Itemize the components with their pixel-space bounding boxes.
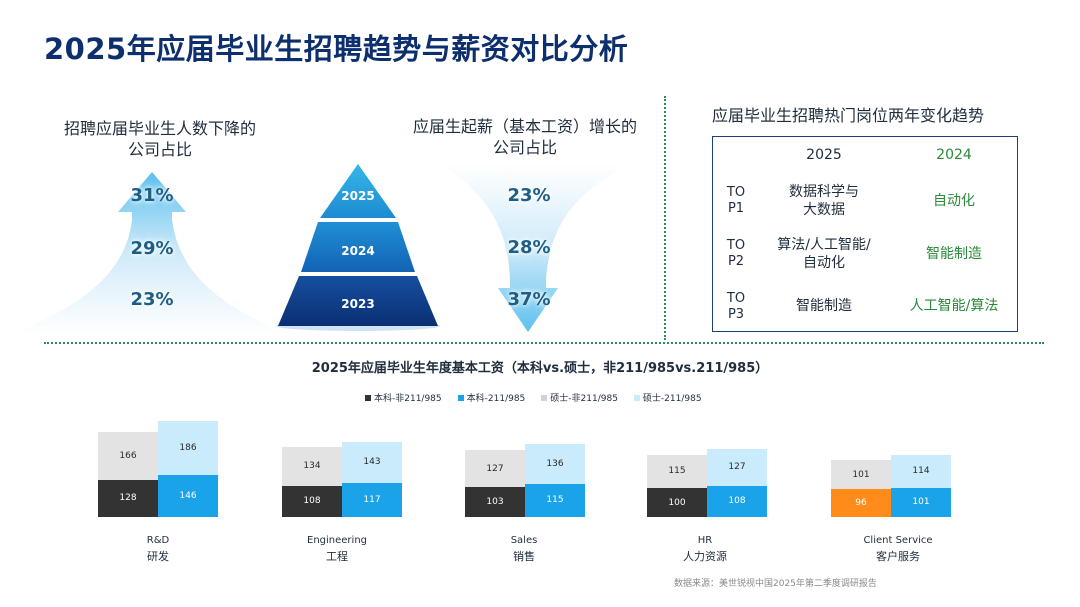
right-caption-line1: 应届生起薪（基本工资）增长的: [412, 117, 637, 136]
hot-jobs-table: [712, 136, 1018, 332]
bar-hr-1: 108: [707, 485, 767, 517]
table-cell-2025-row1: 数据科学与 大数据: [758, 183, 890, 219]
legend-label-0: 本科-非211/985: [374, 394, 442, 404]
right-value-1: 23%: [507, 185, 551, 206]
category-label-2: Sales 销售: [454, 533, 594, 565]
category-label-1: Engineering 工程: [267, 533, 407, 565]
category-label-cn-4: 客户服务: [876, 550, 920, 563]
down-arrow-shape: [440, 164, 630, 332]
table-header-2024: 2024: [936, 147, 972, 163]
category-label-4: Client Service 客户服务: [828, 533, 968, 565]
bar-r-d-0: 128: [98, 479, 158, 517]
bar-r-d-3: 186: [158, 420, 218, 475]
row2-label-a: TO: [726, 238, 746, 253]
category-label-3: HR 人力资源: [635, 533, 775, 565]
right-caption: 应届生起薪（基本工资）增长的 公司占比: [380, 116, 670, 158]
year-pyramid: [276, 164, 440, 331]
falling-arrow-graphic: [440, 164, 630, 332]
left-value-3: 23%: [130, 289, 174, 310]
chart-legend: 本科-非211/985 本科-211/985 硕士-非211/985 硕士-211/9…: [365, 391, 718, 404]
pyramid-year-2023: 2023: [341, 297, 375, 311]
row1-label-a: TO: [726, 185, 746, 200]
category-label-en-3: HR: [697, 535, 713, 546]
legend-label-2: 硕士-非211/985: [550, 394, 618, 404]
row3-label-a: TO: [726, 291, 746, 306]
left-caption-line2: 公司占比: [127, 140, 192, 159]
category-label-en-4: Client Service: [863, 535, 933, 546]
category-label-en-0: R&D: [146, 535, 170, 546]
bar-hr-2: 115: [647, 454, 707, 488]
bar-sales-0: 103: [465, 487, 525, 517]
bar-engineering-3: 143: [342, 441, 402, 484]
rising-arrow-graphic: [10, 172, 290, 335]
left-caption-line1: 招聘应届毕业生人数下降的: [63, 119, 256, 138]
category-label-cn-0: 研发: [147, 550, 169, 563]
left-caption: 招聘应届毕业生人数下降的 公司占比: [40, 118, 280, 160]
legend-item-1: 本科-211/985: [457, 391, 526, 404]
row2-2025-line1: 算法/人工智能/: [777, 237, 871, 253]
bar-engineering-0: 108: [282, 485, 342, 517]
bar-sales-3: 136: [525, 444, 585, 484]
source-note: 数据来源：美世锐视中国2025年第二季度调研报告: [674, 579, 877, 589]
bar-client-service-1: 101: [891, 487, 951, 517]
bar-hr-0: 100: [647, 488, 707, 517]
bar-engineering-2: 134: [282, 446, 342, 486]
table-cell-2025-row2: 算法/人工智能/ 自动化: [758, 236, 890, 272]
row1-2025-line2: 大数据: [803, 202, 845, 218]
right-caption-line2: 公司占比: [492, 138, 557, 157]
table-header-2025: 2025: [806, 147, 842, 163]
pyramid-tier-top: [320, 164, 396, 218]
left-value-2: 29%: [130, 238, 174, 259]
legend-item-3: 硕士-211/985: [633, 391, 702, 404]
bar-hr-3: 127: [707, 448, 767, 486]
table-row-label-3: TO P3: [722, 291, 750, 323]
table-cell-2024-row3: 人工智能/算法: [909, 298, 999, 314]
legend-swatch-0: [365, 394, 371, 401]
row1-label-b: P1: [727, 201, 745, 216]
bar-engineering-1: 117: [342, 483, 402, 517]
pyramid-year-2024: 2024: [341, 244, 375, 258]
pyramid-tier-bottom: [278, 276, 438, 326]
row2-label-b: P2: [727, 254, 745, 269]
legend-swatch-1: [457, 394, 464, 401]
table-title: 应届毕业生招聘热门岗位两年变化趋势: [712, 106, 985, 125]
page-title: 2025年应届毕业生招聘趋势与薪资对比分析: [44, 32, 629, 66]
pyramid-year-2025: 2025: [341, 189, 375, 203]
legend-label-1: 本科-211/985: [466, 394, 526, 404]
legend-item-0: 本科-非211/985: [365, 391, 442, 404]
table-row-label-1: TO P1: [722, 185, 750, 217]
pyramid-tier-middle: [301, 222, 415, 272]
category-label-en-2: Sales: [510, 535, 538, 546]
legend-label-3: 硕士-211/985: [642, 394, 702, 404]
table-row-label-2: TO P2: [722, 238, 750, 270]
right-value-2: 28%: [507, 237, 551, 258]
category-label-cn-2: 销售: [513, 550, 535, 563]
bar-client-service-2: 101: [831, 459, 891, 490]
right-value-3: 37%: [507, 289, 551, 310]
left-value-1: 31%: [130, 185, 174, 206]
table-cell-2024-row2: 智能制造: [926, 246, 982, 262]
bar-sales-1: 115: [525, 483, 585, 517]
legend-swatch-2: [541, 394, 548, 401]
category-label-cn-1: 工程: [326, 550, 348, 563]
category-label-cn-3: 人力资源: [683, 550, 727, 563]
legend-item-2: 硕士-非211/985: [541, 391, 618, 404]
table-cell-2025-row3: 智能制造: [796, 298, 852, 314]
bar-r-d-1: 146: [158, 474, 218, 517]
bar-client-service-0: 96: [831, 489, 891, 517]
chart-title: 2025年应届毕业生年度基本工资（本科vs.硕士，非211/985vs.211/…: [311, 361, 769, 376]
table-cell-2024-row1: 自动化: [933, 193, 975, 209]
up-arrow-shape: [10, 172, 290, 335]
bar-sales-2: 127: [465, 450, 525, 488]
row2-2025-line2: 自动化: [803, 255, 845, 271]
bar-r-d-2: 166: [98, 431, 158, 480]
row1-2025-line1: 数据科学与: [789, 184, 859, 200]
category-label-en-1: Engineering: [307, 535, 367, 546]
bar-client-service-3: 114: [891, 454, 951, 488]
category-label-0: R&D 研发: [88, 533, 228, 565]
legend-swatch-3: [633, 394, 640, 401]
row3-label-b: P3: [727, 307, 745, 322]
vertical-divider: [664, 96, 666, 340]
horizontal-divider: [44, 342, 1044, 344]
